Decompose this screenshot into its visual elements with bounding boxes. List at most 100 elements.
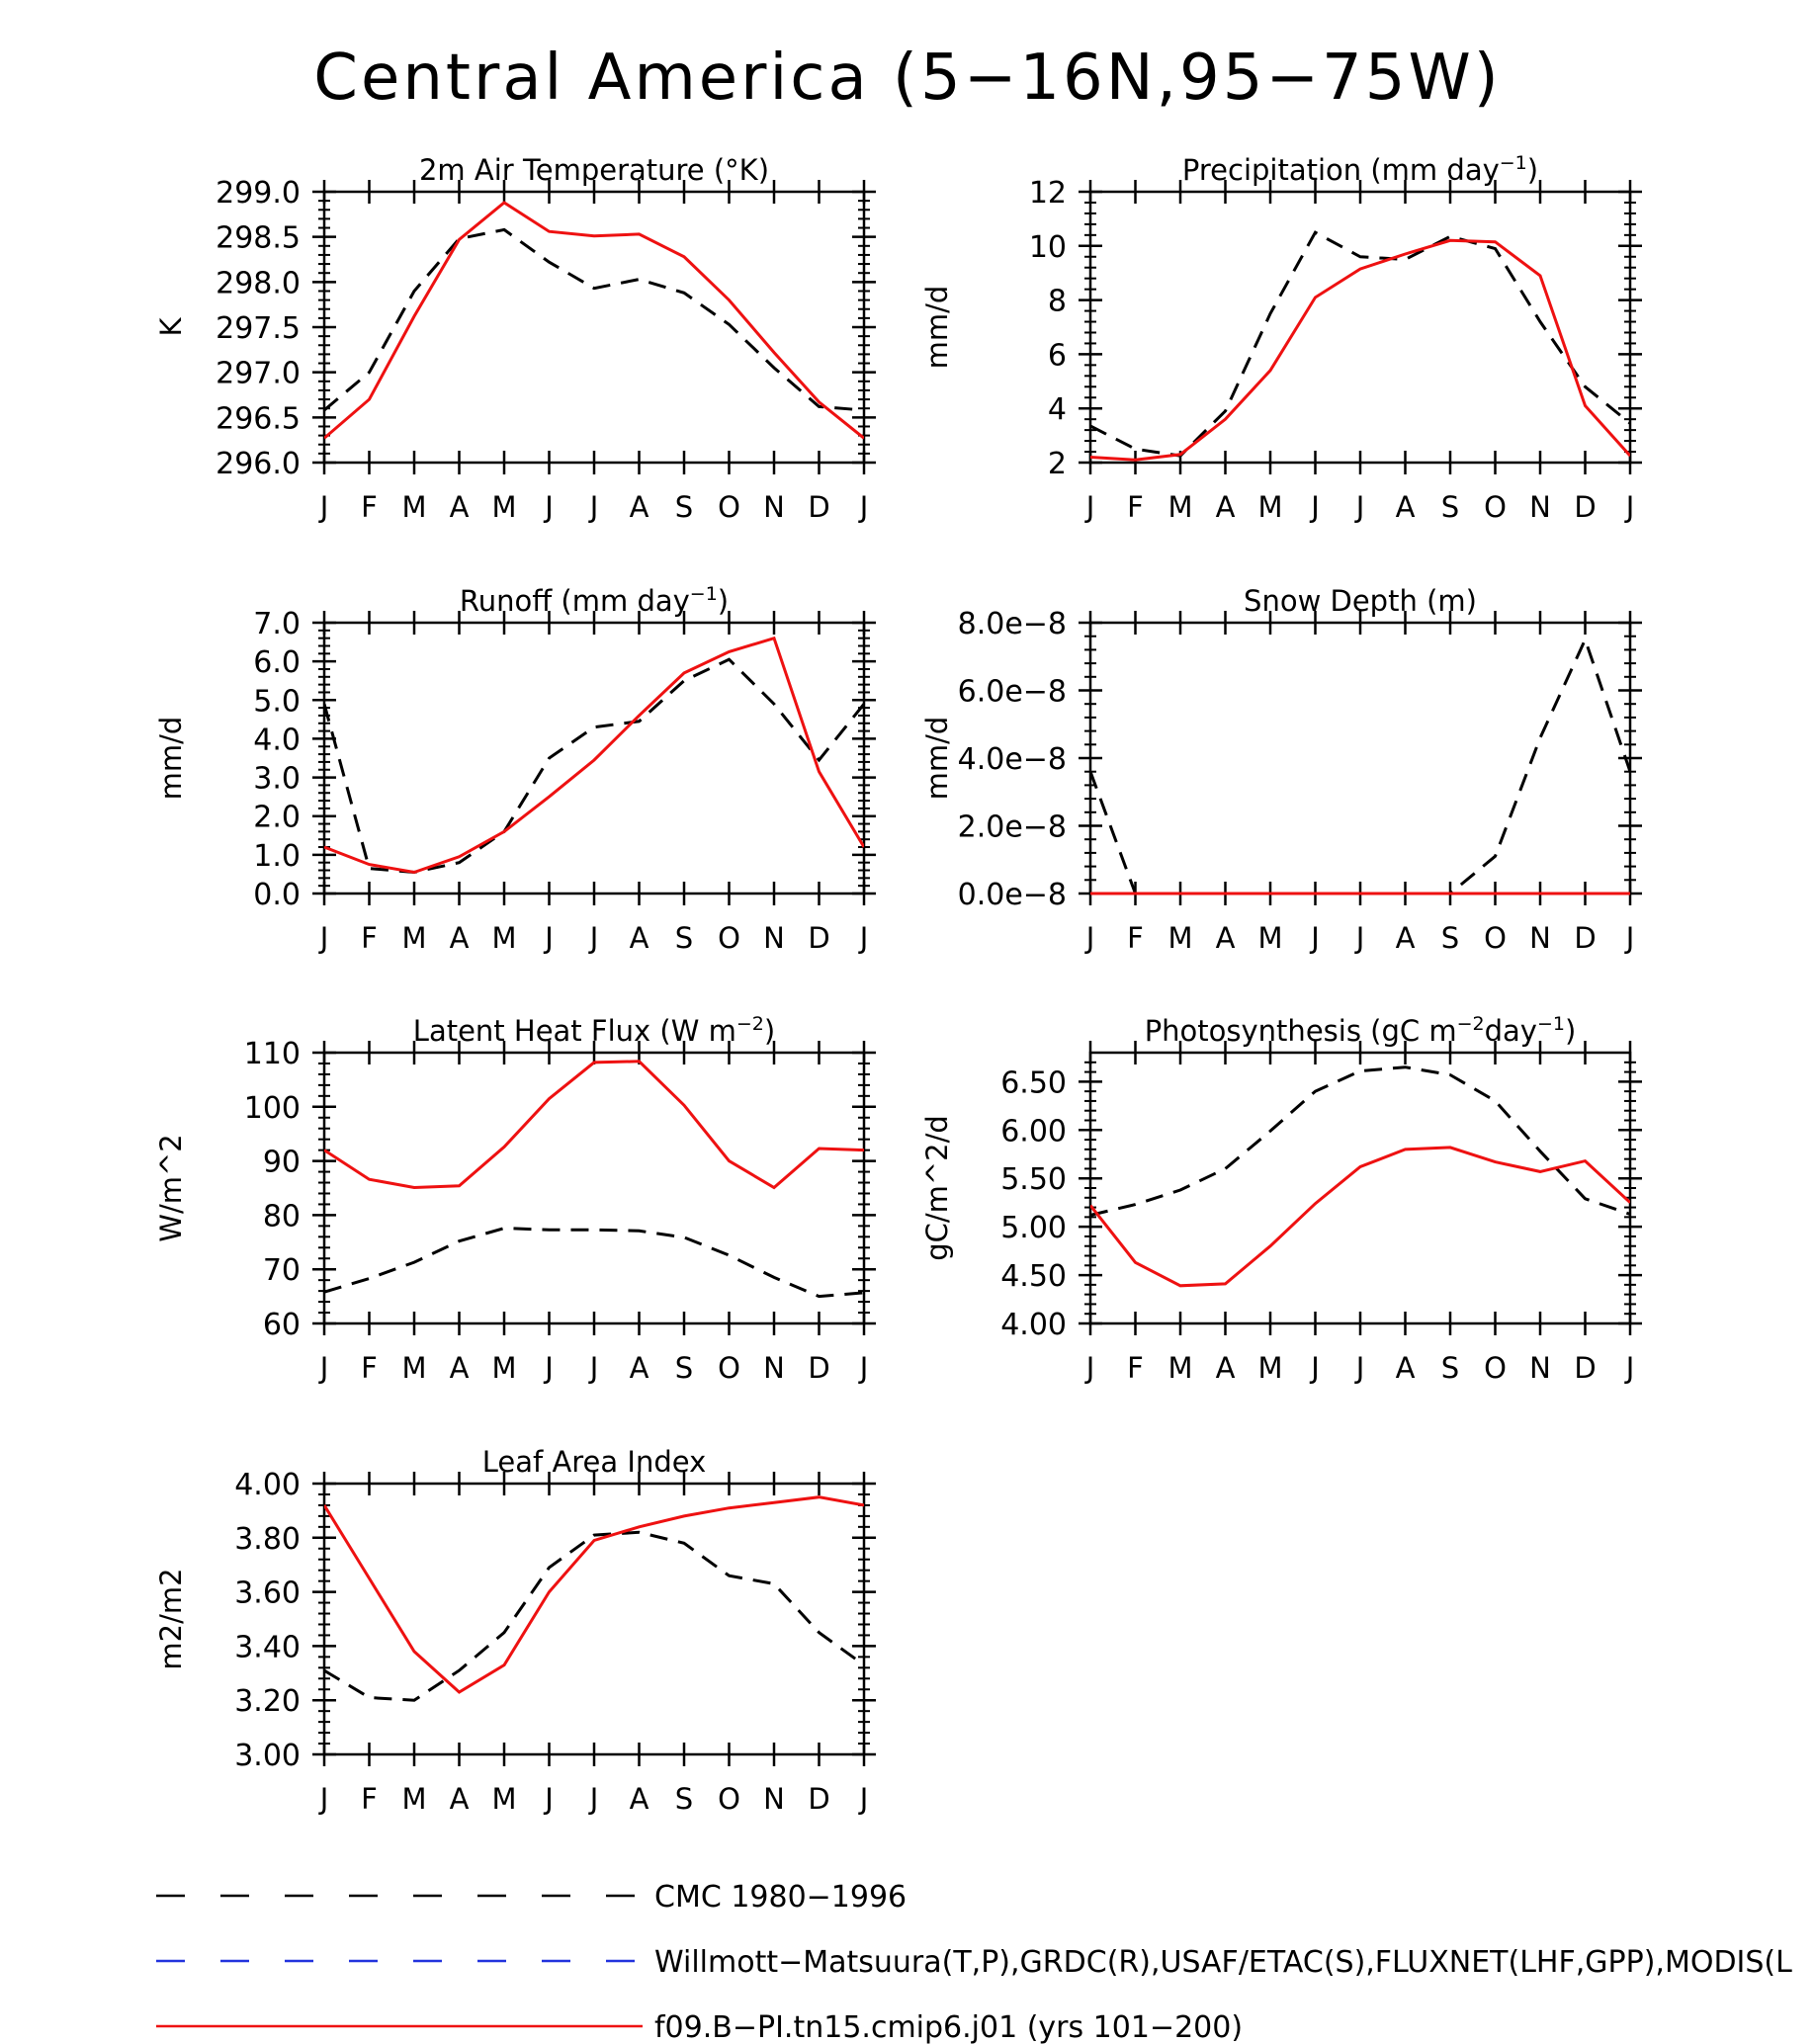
x-tick-label: F: [361, 921, 378, 955]
y-tick-label: 298.0: [216, 266, 301, 300]
x-tick-label: O: [718, 1782, 740, 1816]
y-tick-label: 296.5: [216, 401, 301, 436]
x-tick-label: O: [718, 490, 740, 524]
x-tick-label: S: [675, 1782, 693, 1816]
series-line-model: [324, 201, 864, 440]
x-tick-label: A: [450, 490, 470, 524]
x-tick-label: J: [543, 490, 554, 524]
y-tick-label: 60: [263, 1308, 301, 1342]
x-tick-label: J: [588, 490, 599, 524]
panel-title-text-end: ): [718, 584, 729, 618]
y-tick-label: 296.0: [216, 447, 301, 481]
y-tick-label: 5.50: [1000, 1162, 1067, 1197]
x-tick-label: J: [1624, 1351, 1635, 1385]
panel-title-superscript: −2: [1457, 1013, 1485, 1035]
x-tick-label: J: [1309, 921, 1320, 955]
x-tick-label: N: [763, 921, 785, 955]
series-line-model: [1090, 238, 1630, 462]
x-tick-label: S: [1441, 921, 1459, 955]
x-tick-label: N: [1529, 490, 1551, 524]
x-tick-label: M: [491, 490, 516, 524]
x-tick-label: A: [1216, 1351, 1236, 1385]
x-tick-label: M: [1257, 1351, 1282, 1385]
x-tick-label: J: [318, 1782, 329, 1816]
legend-label: f09.B−PI.tn15.cmip6.j01 (yrs 101−200): [654, 2010, 1243, 2044]
x-tick-label: O: [1484, 490, 1507, 524]
x-tick-label: A: [450, 1351, 470, 1385]
y-tick-label: 10: [1029, 230, 1067, 265]
x-tick-label: J: [1309, 490, 1320, 524]
panel-title-superscript: −1: [1537, 1013, 1565, 1035]
y-tick-label: 5.0: [253, 684, 301, 719]
x-tick-label: S: [675, 490, 693, 524]
x-tick-label: J: [1354, 921, 1365, 955]
x-tick-label: M: [491, 1351, 516, 1385]
panel-gpp: Photosynthesis (gC m−2day−1) gC/m^2/d 4.00…: [920, 1013, 1642, 1385]
x-tick-label: A: [630, 1782, 649, 1816]
plot-frame: [322, 190, 866, 465]
x-tick-label: J: [1084, 490, 1095, 524]
panel-title-superscript: −1: [1500, 152, 1527, 174]
x-tick-label: M: [491, 1782, 516, 1816]
plot-frame: [1088, 621, 1632, 895]
y-tick-label: 8.0e−8: [958, 607, 1067, 641]
y-tick-label: 110: [244, 1037, 301, 1071]
y-axis-label: gC/m^2/d: [920, 1115, 954, 1261]
y-tick-label: 4.0: [253, 723, 301, 757]
x-tick-label: A: [630, 921, 649, 955]
y-tick-label: 6.0: [253, 645, 301, 680]
legend-label: Willmott−Matsuura(T,P),GRDC(R),USAF/ETAC…: [654, 1945, 1792, 1980]
y-tick-label: 3.40: [234, 1630, 301, 1664]
x-tick-label: S: [1441, 1351, 1459, 1385]
x-tick-label: J: [858, 1782, 869, 1816]
series-line-obs-cmc: [324, 1227, 864, 1299]
x-tick-label: J: [318, 490, 329, 524]
x-tick-label: F: [1127, 1351, 1144, 1385]
x-tick-label: A: [450, 921, 470, 955]
panel-title-text: Photosynthesis (gC m: [1145, 1014, 1457, 1048]
panel-title-superscript: −2: [736, 1013, 764, 1035]
x-tick-label: D: [808, 921, 829, 955]
panel-title-text-end: ): [1565, 1014, 1576, 1048]
x-tick-label: A: [630, 1351, 649, 1385]
y-tick-label: 6: [1048, 338, 1067, 373]
y-tick-label: 100: [244, 1091, 301, 1126]
x-tick-label: N: [763, 1782, 785, 1816]
plot-frame: [322, 1482, 866, 1756]
x-tick-label: D: [1574, 921, 1596, 955]
y-tick-label: 1.0: [253, 839, 301, 874]
y-axis-label: K: [154, 317, 188, 337]
legend-label: CMC 1980−1996: [654, 1880, 907, 1915]
y-tick-label: 12: [1029, 176, 1067, 211]
x-tick-label: D: [1574, 490, 1596, 524]
y-tick-label: 3.80: [234, 1522, 301, 1557]
series-line-obs-cmc: [324, 227, 864, 412]
x-tick-label: M: [1257, 490, 1282, 524]
panels-group: 2m Air Temperature (°K)K296.0296.5297.02…: [154, 152, 1642, 1816]
y-tick-label: 3.60: [234, 1576, 301, 1611]
x-tick-label: M: [401, 1782, 426, 1816]
series-line-model: [1090, 1146, 1630, 1288]
figure-title: Central America (5−16N,95−75W): [313, 42, 1501, 115]
x-tick-label: N: [763, 1351, 785, 1385]
y-tick-label: 2.0: [253, 801, 301, 835]
x-tick-label: O: [718, 921, 740, 955]
x-tick-label: M: [1257, 921, 1282, 955]
panel-runoff: Runoff (mm day−1) mm/d 0.0 1.0 2.0 3.0 4.0 5.0 6…: [154, 583, 876, 955]
x-tick-label: A: [1396, 490, 1416, 524]
x-tick-label: J: [1354, 1351, 1365, 1385]
x-tick-label: D: [808, 490, 829, 524]
panel-title: Latent Heat Flux (W m−2): [413, 1013, 775, 1048]
series-line-obs-cmc: [324, 1530, 864, 1702]
x-tick-label: A: [630, 490, 649, 524]
x-tick-label: F: [361, 1782, 378, 1816]
panel-title: Precipitation (mm day−1): [1182, 152, 1538, 187]
panel-title-text-end: ): [1527, 153, 1538, 187]
x-tick-label: J: [858, 1351, 869, 1385]
x-tick-label: J: [1084, 921, 1095, 955]
x-tick-label: D: [808, 1351, 829, 1385]
panel-lhf: Latent Heat Flux (W m−2) W/m^2 60 70 80 90 100…: [154, 1013, 876, 1385]
x-tick-label: A: [1216, 921, 1236, 955]
x-tick-label: O: [718, 1351, 740, 1385]
